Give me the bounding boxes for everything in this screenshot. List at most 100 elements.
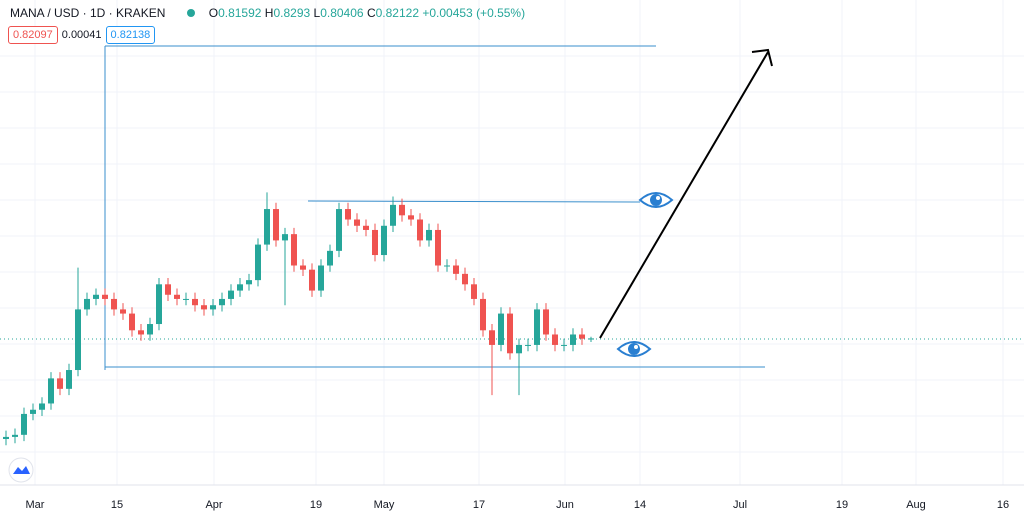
ohlc-label: C	[366, 6, 376, 20]
candle-body	[156, 284, 162, 325]
candle-body	[183, 298, 189, 300]
logo-button[interactable]	[8, 457, 34, 483]
candle-body	[381, 225, 387, 256]
candle-body	[399, 204, 405, 216]
candle-body	[66, 370, 72, 389]
candle-body	[291, 234, 297, 266]
candle-body	[489, 330, 495, 345]
candle-body	[345, 209, 351, 220]
candle-body	[30, 409, 36, 414]
candle-body	[336, 209, 342, 251]
candle-body	[525, 344, 531, 346]
arrow	[599, 48, 773, 339]
eye-icon	[638, 192, 674, 208]
candle-body	[228, 290, 234, 299]
trade-boxes: 0.82097 0.00041 0.82138	[8, 26, 156, 44]
status-dot	[187, 9, 196, 17]
candle-body	[579, 334, 585, 339]
candle-body	[129, 313, 135, 331]
ohlc-label: O	[208, 6, 219, 20]
candle-body	[417, 219, 423, 241]
x-tick-label: May	[374, 499, 395, 511]
candle-body	[498, 313, 504, 345]
candle-body	[453, 265, 459, 274]
candle-body	[39, 403, 45, 410]
candle-body	[408, 215, 414, 220]
x-tick-label: Mar	[26, 499, 45, 511]
candle-body	[210, 305, 216, 310]
x-tick-label: Jun	[556, 499, 574, 511]
candle-body	[516, 344, 522, 354]
candle-body	[561, 344, 567, 346]
candle-body	[93, 294, 99, 299]
candle-body	[147, 324, 153, 335]
candle-body	[570, 334, 576, 345]
candle-body	[588, 338, 594, 340]
candle-body	[219, 298, 225, 306]
x-tick-label: 19	[836, 499, 848, 511]
legend: MANA / USD · 1D · KRAKEN O0.81592 H0.829…	[10, 6, 525, 20]
candle-body	[426, 229, 432, 241]
candle-body	[255, 244, 261, 281]
sell-button[interactable]: 0.82097	[8, 26, 58, 44]
candle-body	[120, 309, 126, 314]
candle-body	[507, 313, 513, 354]
candle-body	[237, 284, 243, 291]
symbol: MANA / USD · 1D · KRAKEN	[10, 6, 166, 20]
candle-body	[192, 298, 198, 306]
x-tick-label: Aug	[906, 499, 926, 511]
buy-button[interactable]: 0.82138	[105, 26, 156, 44]
candle-body	[444, 265, 450, 267]
candle-body	[273, 209, 279, 241]
x-tick-label: Jul	[733, 499, 747, 511]
candle-body	[138, 330, 144, 335]
candle-body	[57, 378, 63, 389]
candle-body	[102, 294, 108, 299]
candle-body	[327, 250, 333, 266]
candle-body	[21, 413, 27, 435]
candle-body	[309, 269, 315, 291]
candle-body	[435, 229, 441, 266]
eye-icon	[616, 341, 652, 357]
ohlc-label: H	[264, 6, 274, 20]
level-line	[307, 200, 641, 203]
ohlc-value: 0.8293	[273, 6, 311, 20]
candle-body	[354, 219, 360, 226]
candle-body	[246, 280, 252, 285]
candle-body	[201, 305, 207, 310]
candle-body	[75, 309, 81, 371]
candle-body	[363, 225, 369, 230]
candle-body	[318, 265, 324, 291]
candle-body	[282, 234, 288, 241]
candle-body	[174, 294, 180, 299]
x-tick-label: 19	[310, 499, 322, 511]
ohlc-value: 0.81592	[218, 6, 262, 20]
x-tick-label: 15	[111, 499, 123, 511]
x-tick-label: 14	[634, 499, 646, 511]
candle-body	[372, 229, 378, 256]
candle-body	[471, 284, 477, 299]
candle-body	[534, 309, 540, 345]
candle-body	[111, 298, 117, 310]
candle-body	[264, 209, 270, 245]
change: +0.00453 (+0.55%)	[422, 6, 526, 20]
candle-body	[48, 378, 54, 404]
candle-body	[543, 309, 549, 335]
ohlc-value: 0.82122	[375, 6, 419, 20]
candle-body	[480, 298, 486, 331]
x-tick-label: Apr	[205, 499, 222, 511]
candle-body	[462, 273, 468, 285]
candle-body	[552, 334, 558, 345]
ohlc-value: 0.80406	[320, 6, 364, 20]
candle-body	[12, 434, 18, 437]
x-tick-label: 16	[997, 499, 1009, 511]
candle-body	[300, 265, 306, 270]
candle-body	[390, 204, 396, 226]
drawings	[104, 45, 765, 370]
x-tick-label: 17	[473, 499, 485, 511]
candle-body	[84, 298, 90, 310]
candle-body	[3, 436, 9, 440]
spread: 0.00041	[61, 29, 102, 41]
